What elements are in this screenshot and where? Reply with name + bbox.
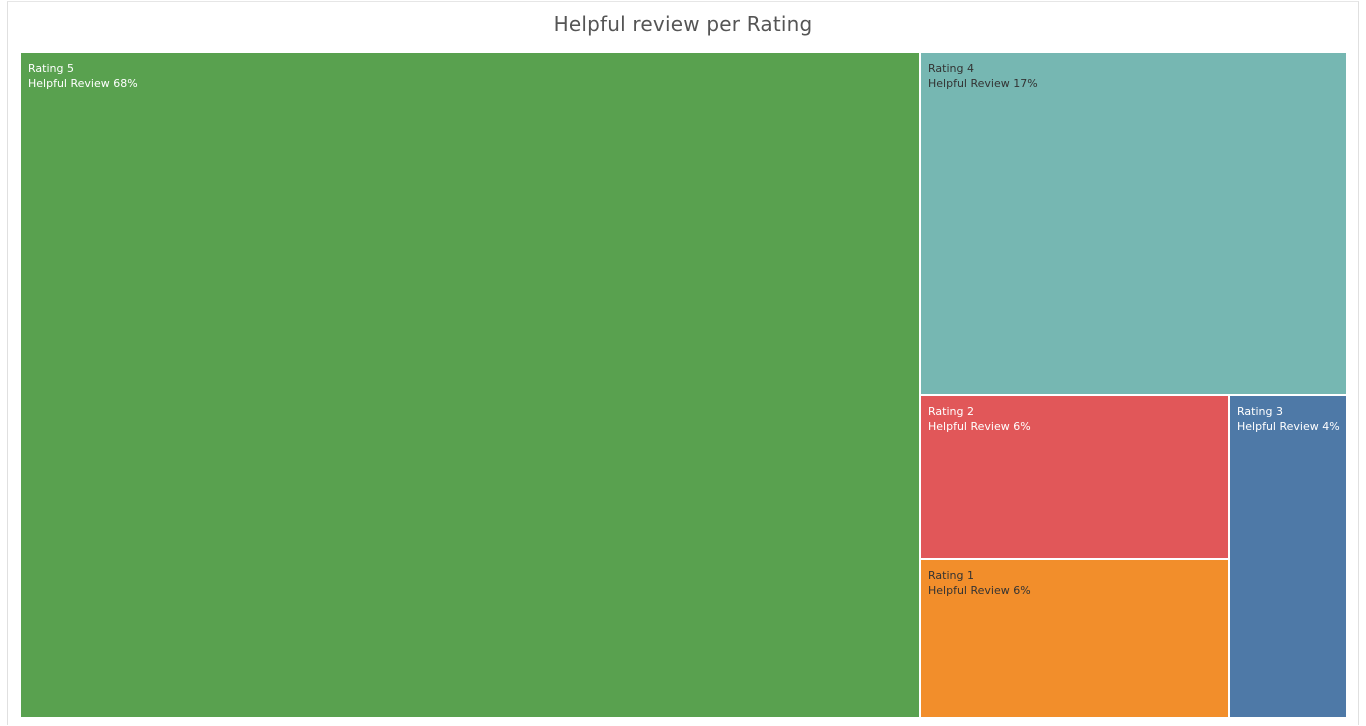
tile-rating-label: Rating 5 xyxy=(28,62,74,75)
treemap-tile-rating-4[interactable]: Rating 4 Helpful Review 17% xyxy=(920,52,1347,395)
tile-rating-label: Rating 3 xyxy=(1237,405,1283,418)
treemap-tile-rating-2[interactable]: Rating 2 Helpful Review 6% xyxy=(920,395,1229,559)
treemap-tile-rating-1[interactable]: Rating 1 Helpful Review 6% xyxy=(920,559,1229,718)
tile-value-label: Helpful Review 6% xyxy=(928,584,1031,597)
tile-value-label: Helpful Review 17% xyxy=(928,77,1038,90)
chart-title: Helpful review per Rating xyxy=(553,12,813,36)
treemap: Rating 5 Helpful Review 68% Rating 4 Helpfu… xyxy=(20,52,1347,718)
tile-label: Rating 1 Helpful Review 6% xyxy=(928,568,1031,598)
tile-value-label: Helpful Review 68% xyxy=(28,77,138,90)
tile-label: Rating 4 Helpful Review 17% xyxy=(928,61,1038,91)
tile-rating-label: Rating 1 xyxy=(928,569,974,582)
tile-label: Rating 5 Helpful Review 68% xyxy=(28,61,138,91)
tile-rating-label: Rating 2 xyxy=(928,405,974,418)
tile-label: Rating 2 Helpful Review 6% xyxy=(928,404,1031,434)
tile-value-label: Helpful Review 6% xyxy=(928,420,1031,433)
treemap-tile-rating-5[interactable]: Rating 5 Helpful Review 68% xyxy=(20,52,920,718)
tile-label: Rating 3 Helpful Review 4% xyxy=(1237,404,1340,434)
treemap-tile-rating-3[interactable]: Rating 3 Helpful Review 4% xyxy=(1229,395,1347,718)
tile-rating-label: Rating 4 xyxy=(928,62,974,75)
tile-value-label: Helpful Review 4% xyxy=(1237,420,1340,433)
